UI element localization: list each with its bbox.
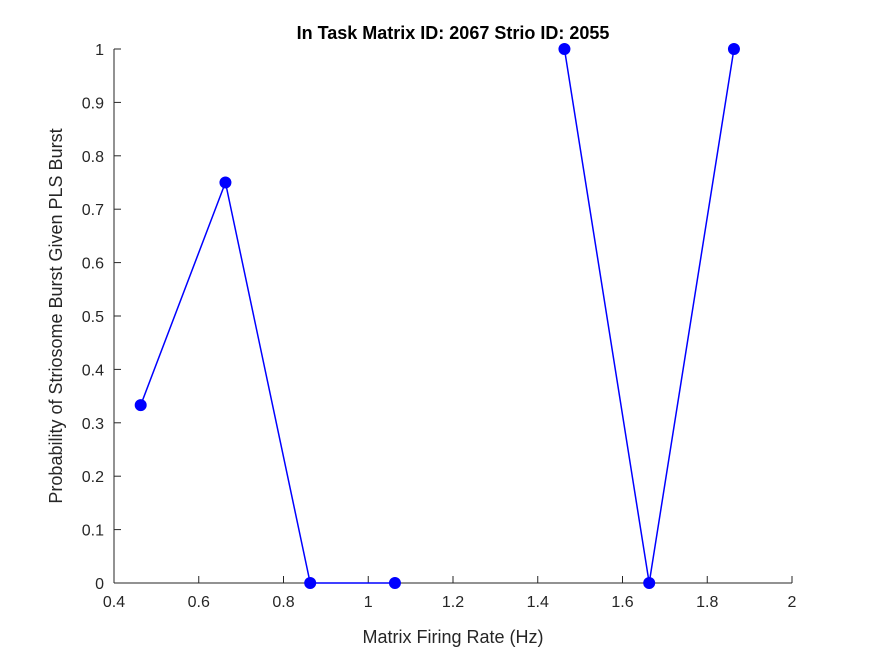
- data-point: [134, 399, 147, 412]
- y-tick-label: 0.6: [82, 256, 104, 273]
- y-tick-label: 0.1: [82, 523, 104, 540]
- data-point: [388, 577, 401, 589]
- data-point: [643, 577, 656, 589]
- data-point: [558, 43, 571, 55]
- axes: 0.4 0.6 0.8 1 1.2 1.4 1.6 1.8 2 0 0.1 0.2 0.3 0.4 0.5 0…: [82, 42, 797, 611]
- y-tick-label: 0.4: [82, 362, 104, 379]
- y-tick-label: 0.9: [82, 95, 104, 112]
- x-tick-label: 1: [364, 594, 373, 611]
- data-point: [219, 176, 232, 189]
- y-tick-label: 0.7: [82, 202, 104, 219]
- y-tick-label: 0.3: [82, 416, 104, 433]
- x-tick-label: 0.6: [188, 594, 210, 611]
- x-axis-title: Matrix Firing Rate (Hz): [362, 627, 543, 647]
- x-tick-label: 0.4: [103, 594, 125, 611]
- x-tick-label: 1.8: [696, 594, 718, 611]
- y-tick-label: 0: [95, 576, 104, 593]
- plot-area: [134, 43, 740, 589]
- y-axis-title: Probability of Striosome Burst Given PLS…: [46, 128, 66, 503]
- chart-title: In Task Matrix ID: 2067 Strio ID: 2055: [297, 23, 610, 43]
- x-tick-label: 1.4: [527, 594, 549, 611]
- x-tick-label: 1.2: [442, 594, 464, 611]
- x-tick-label: 0.8: [272, 594, 294, 611]
- y-tick-label: 0.2: [82, 469, 104, 486]
- x-tick-label: 1.6: [611, 594, 633, 611]
- x-tick-label: 2: [788, 594, 797, 611]
- y-tick-label: 1: [95, 42, 104, 59]
- series-line: [563, 48, 735, 584]
- y-tick-label: 0.8: [82, 149, 104, 166]
- y-tick-label: 0.5: [82, 309, 104, 326]
- series-line: [139, 179, 395, 584]
- data-point: [304, 577, 317, 589]
- data-point: [727, 43, 740, 55]
